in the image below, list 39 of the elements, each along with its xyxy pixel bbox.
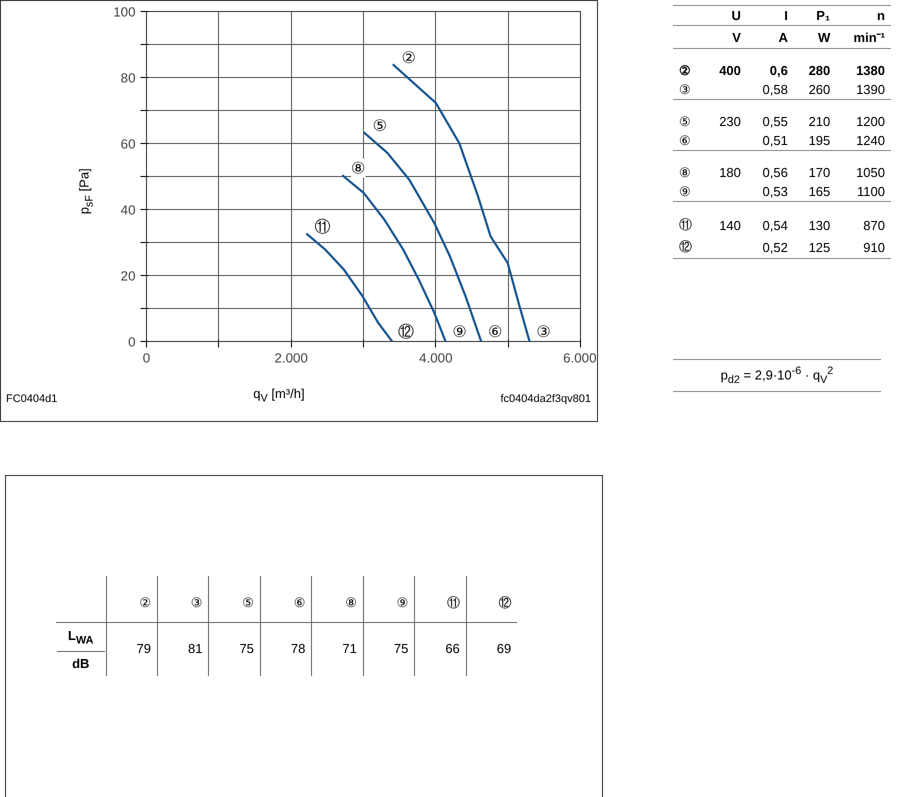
y-tick-label: 80	[120, 70, 136, 86]
line-series	[305, 232, 394, 342]
annotation: ⑪	[314, 217, 330, 236]
text: dB	[71, 654, 90, 673]
x-axis-title: q$_{V}$ [m³/h]	[253, 386, 305, 405]
annotation: ⑧	[351, 158, 366, 178]
text: 79 81 75 78 71 75 66 69	[136, 640, 512, 656]
text: ② ③ ⑤ ⑥ ⑧ ⑨ ⑪ ⑫	[139, 596, 512, 611]
text: ⑤ 230 0,55 210 1200	[679, 114, 885, 129]
annotation: ⑨	[452, 322, 467, 341]
x-tick-label: 4.000	[419, 350, 453, 366]
text: ⑫ 0,52 125 910	[679, 239, 885, 254]
text: FC0404d1	[6, 392, 58, 405]
annotation: ⑤	[372, 116, 387, 135]
text: U I P₁ n	[732, 8, 885, 23]
annotation: ⑥	[488, 322, 502, 341]
line-series	[362, 131, 482, 342]
line-series	[341, 174, 447, 342]
text: ⑪ 140 0,54 130 870	[679, 217, 885, 232]
y-tick-label: 40	[120, 202, 136, 218]
annotation: ②	[402, 48, 416, 67]
text: ⑨ 0,53 165 1100	[679, 184, 885, 199]
y-tick-label: 20	[120, 268, 136, 284]
y-tick-label: 60	[120, 136, 136, 152]
text: L$_{WA}$	[57, 624, 104, 652]
x-tick-label: 0	[142, 350, 150, 366]
text: ⑧ 180 0,56 170 1050	[679, 165, 885, 180]
text: ⑥ 0,51 195 1240	[679, 133, 885, 148]
annotation: ⑫	[398, 322, 414, 341]
y-tick-label: 100	[113, 4, 136, 20]
text: ② 400 0,6 280 1380	[679, 63, 885, 78]
y-tick-label: 0	[128, 334, 136, 350]
text: fc0404da2f3qv801	[500, 392, 591, 405]
text: V A W min⁻¹	[732, 30, 885, 45]
annotation: ③	[536, 322, 551, 341]
line-series	[392, 63, 531, 342]
x-tick-label: 6.000	[563, 350, 597, 366]
text: ③ 0,58 260 1390	[679, 82, 885, 97]
x-tick-label: 2.000	[274, 350, 308, 366]
